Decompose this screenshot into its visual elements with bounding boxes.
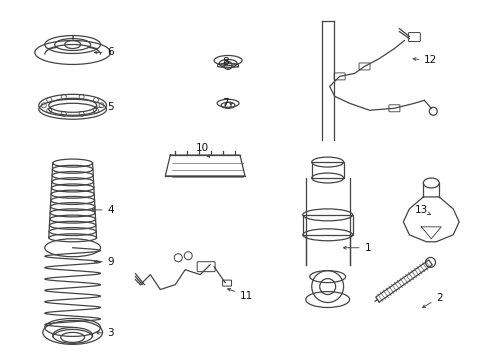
Bar (303, 215, 353, 235)
Text: 13: 13 (415, 205, 431, 215)
Text: 6: 6 (95, 48, 114, 58)
Text: 7: 7 (222, 98, 233, 108)
Text: 4: 4 (93, 205, 114, 215)
Text: 12: 12 (413, 55, 438, 66)
Text: 10: 10 (196, 143, 210, 157)
Text: 11: 11 (228, 288, 253, 301)
Text: 2: 2 (422, 293, 443, 307)
Text: 5: 5 (95, 102, 114, 112)
Text: 1: 1 (343, 243, 371, 253)
Text: 9: 9 (95, 257, 114, 267)
Text: 8: 8 (222, 58, 229, 67)
Bar (312, 162, 343, 178)
Text: 3: 3 (97, 328, 114, 338)
